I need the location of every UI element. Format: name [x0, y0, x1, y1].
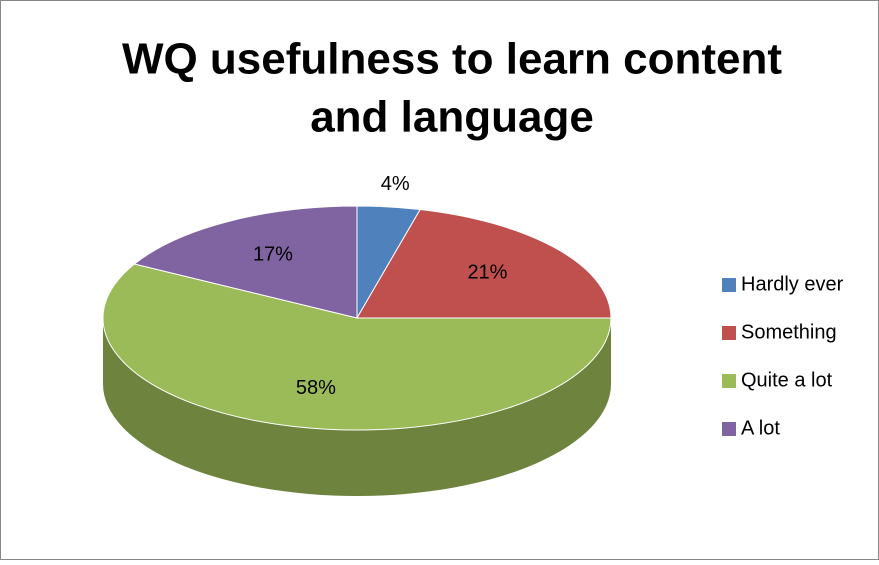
legend-label: A lot	[741, 417, 780, 439]
chart-title: and language	[310, 93, 594, 142]
data-label: 58%	[296, 377, 336, 399]
data-label: 17%	[253, 244, 293, 266]
data-label: 21%	[467, 262, 507, 284]
slice	[356, 208, 612, 319]
legend-swatch	[722, 326, 736, 340]
chart-title: WQ usefulness to learn content	[122, 35, 782, 84]
slice	[133, 205, 358, 319]
slice	[102, 263, 612, 431]
legend-swatch	[722, 422, 736, 436]
legend-label: Quite a lot	[741, 369, 833, 391]
slice-side	[103, 318, 611, 496]
legend-swatch	[722, 278, 736, 292]
data-label: 4%	[381, 173, 410, 195]
legend-label: Something	[741, 321, 837, 343]
legend-swatch	[722, 374, 736, 388]
legend-label: Hardly ever	[741, 273, 844, 295]
